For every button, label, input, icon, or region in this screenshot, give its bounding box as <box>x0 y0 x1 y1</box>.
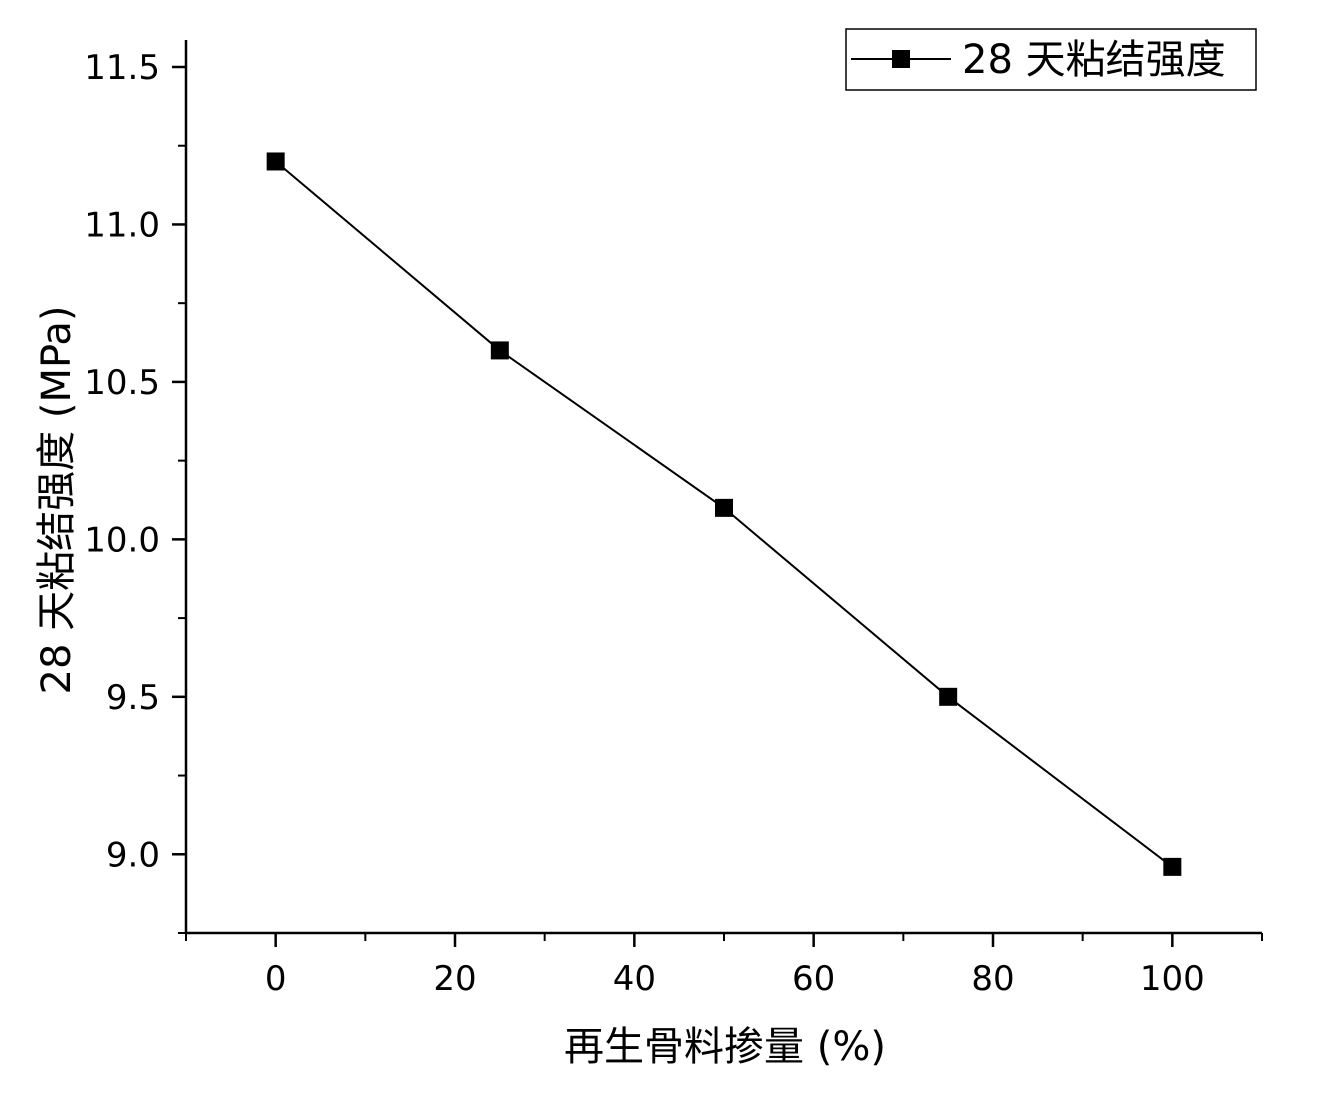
x-axis-ticks: 0 20 40 60 80 100 <box>185 933 1263 999</box>
x-tick-label: 60 <box>792 959 835 999</box>
y-tick-label: 10.5 <box>84 363 160 403</box>
x-tick-label: 100 <box>1140 959 1205 999</box>
data-point <box>490 341 509 360</box>
data-point <box>266 152 285 171</box>
y-tick-label: 9.0 <box>106 835 160 875</box>
series-layer <box>266 152 1182 876</box>
y-tick-label: 10.0 <box>84 520 160 560</box>
axes: 9.0 9.5 10.0 10.5 11.0 11.5 0 20 40 60 80 100 <box>84 40 1263 999</box>
data-point <box>939 687 958 706</box>
y-tick-label: 11.0 <box>84 205 160 245</box>
x-tick-label: 20 <box>433 959 476 999</box>
legend: 28 天粘结强度 <box>845 28 1257 91</box>
y-axis-title: 28 天粘结强度 (MPa) <box>34 306 80 695</box>
y-axis-ticks: 9.0 9.5 10.0 10.5 11.0 11.5 <box>84 48 186 934</box>
x-tick-label: 80 <box>971 959 1014 999</box>
x-axis-title: 再生骨料掺量 (%) <box>564 1024 886 1070</box>
data-point <box>1163 857 1182 876</box>
x-tick-label: 40 <box>613 959 656 999</box>
legend-series-label: 28 天粘结强度 <box>962 37 1226 83</box>
y-tick-label: 9.5 <box>106 678 160 718</box>
y-tick-label: 11.5 <box>84 48 160 88</box>
x-tick-label: 0 <box>265 959 287 999</box>
legend-marker-sample <box>892 50 910 68</box>
data-point <box>715 498 733 517</box>
